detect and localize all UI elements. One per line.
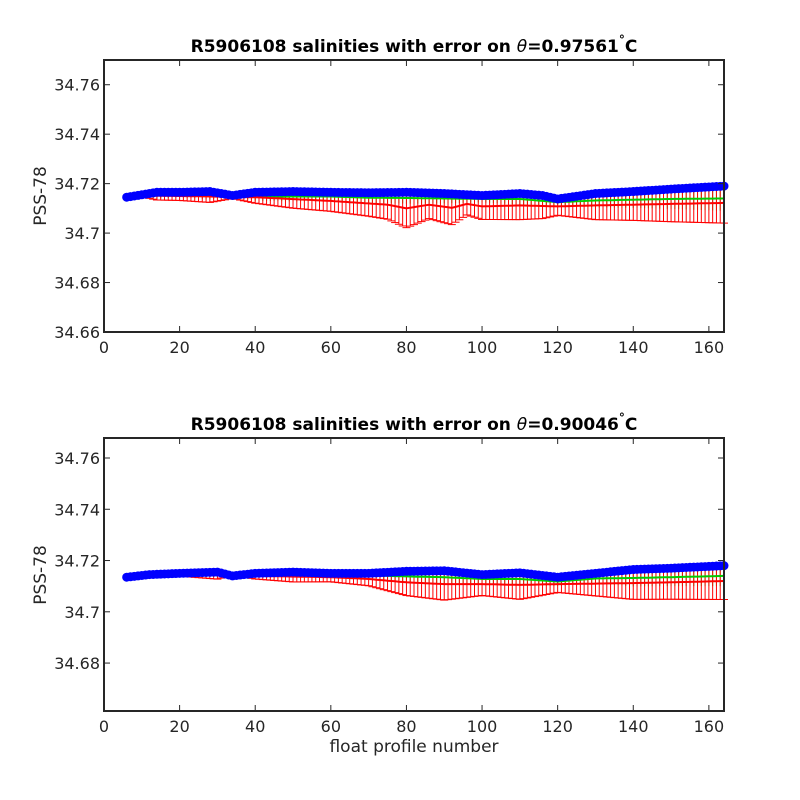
x-tick-label: 20 bbox=[169, 717, 189, 736]
marker-layer-top bbox=[122, 181, 729, 204]
x-axis-label-bottom: float profile number bbox=[329, 737, 498, 757]
x-tick-label: 140 bbox=[618, 338, 649, 357]
y-tick-label: 34.68 bbox=[54, 654, 100, 673]
x-tick-label: 120 bbox=[542, 338, 573, 357]
y-tick-label: 34.74 bbox=[54, 500, 100, 519]
x-tick-label: 80 bbox=[396, 338, 416, 357]
plot-frame-top bbox=[103, 59, 725, 333]
x-tick-label: 100 bbox=[467, 717, 498, 736]
plot-frame-bottom bbox=[103, 437, 725, 712]
y-tick-label: 34.76 bbox=[54, 76, 100, 95]
x-tick-label: 40 bbox=[245, 338, 265, 357]
chart-panel-top: R5906108 salinities with error on θ=0.97… bbox=[31, 33, 729, 357]
x-tick-label: 120 bbox=[542, 717, 573, 736]
x-tick-label: 160 bbox=[694, 338, 725, 357]
y-tick-label: 34.7 bbox=[64, 224, 100, 243]
marker-layer-bottom bbox=[122, 561, 729, 582]
y-axis-label-top: PSS-78 bbox=[31, 166, 51, 226]
y-tick-label: 34.76 bbox=[54, 449, 100, 468]
x-tick-label: 160 bbox=[694, 717, 725, 736]
chart-title-bottom: R5906108 salinities with error on θ=0.90… bbox=[191, 411, 638, 435]
y-tick-label: 34.72 bbox=[54, 175, 100, 194]
x-tick-label: 60 bbox=[321, 717, 341, 736]
chart-panel-bottom: R5906108 salinities with error on θ=0.90… bbox=[31, 411, 729, 757]
y-tick-label: 34.7 bbox=[64, 603, 100, 622]
x-tick-label: 0 bbox=[99, 717, 109, 736]
x-tick-label: 80 bbox=[396, 717, 416, 736]
y-axis-label-bottom: PSS-78 bbox=[31, 545, 51, 605]
x-tick-label: 0 bbox=[99, 338, 109, 357]
y-tick-label: 34.68 bbox=[54, 274, 100, 293]
x-tick-label: 140 bbox=[618, 717, 649, 736]
x-tick-label: 40 bbox=[245, 717, 265, 736]
chart-title-top: R5906108 salinities with error on θ=0.97… bbox=[191, 33, 638, 57]
tick-layer-top: 0 20 40 60 80 100 120 140 160 34.66 34.68 34.7 34.72… bbox=[54, 60, 724, 357]
y-tick-label: 34.66 bbox=[54, 323, 100, 342]
y-tick-label: 34.72 bbox=[54, 552, 100, 571]
x-tick-label: 20 bbox=[169, 338, 189, 357]
y-tick-label: 34.74 bbox=[54, 125, 100, 144]
x-tick-label: 100 bbox=[467, 338, 498, 357]
tick-layer-bottom: 0 20 40 60 80 100 120 140 160 34.68 34.7 34.72 34.74… bbox=[54, 438, 724, 736]
x-tick-label: 60 bbox=[321, 338, 341, 357]
